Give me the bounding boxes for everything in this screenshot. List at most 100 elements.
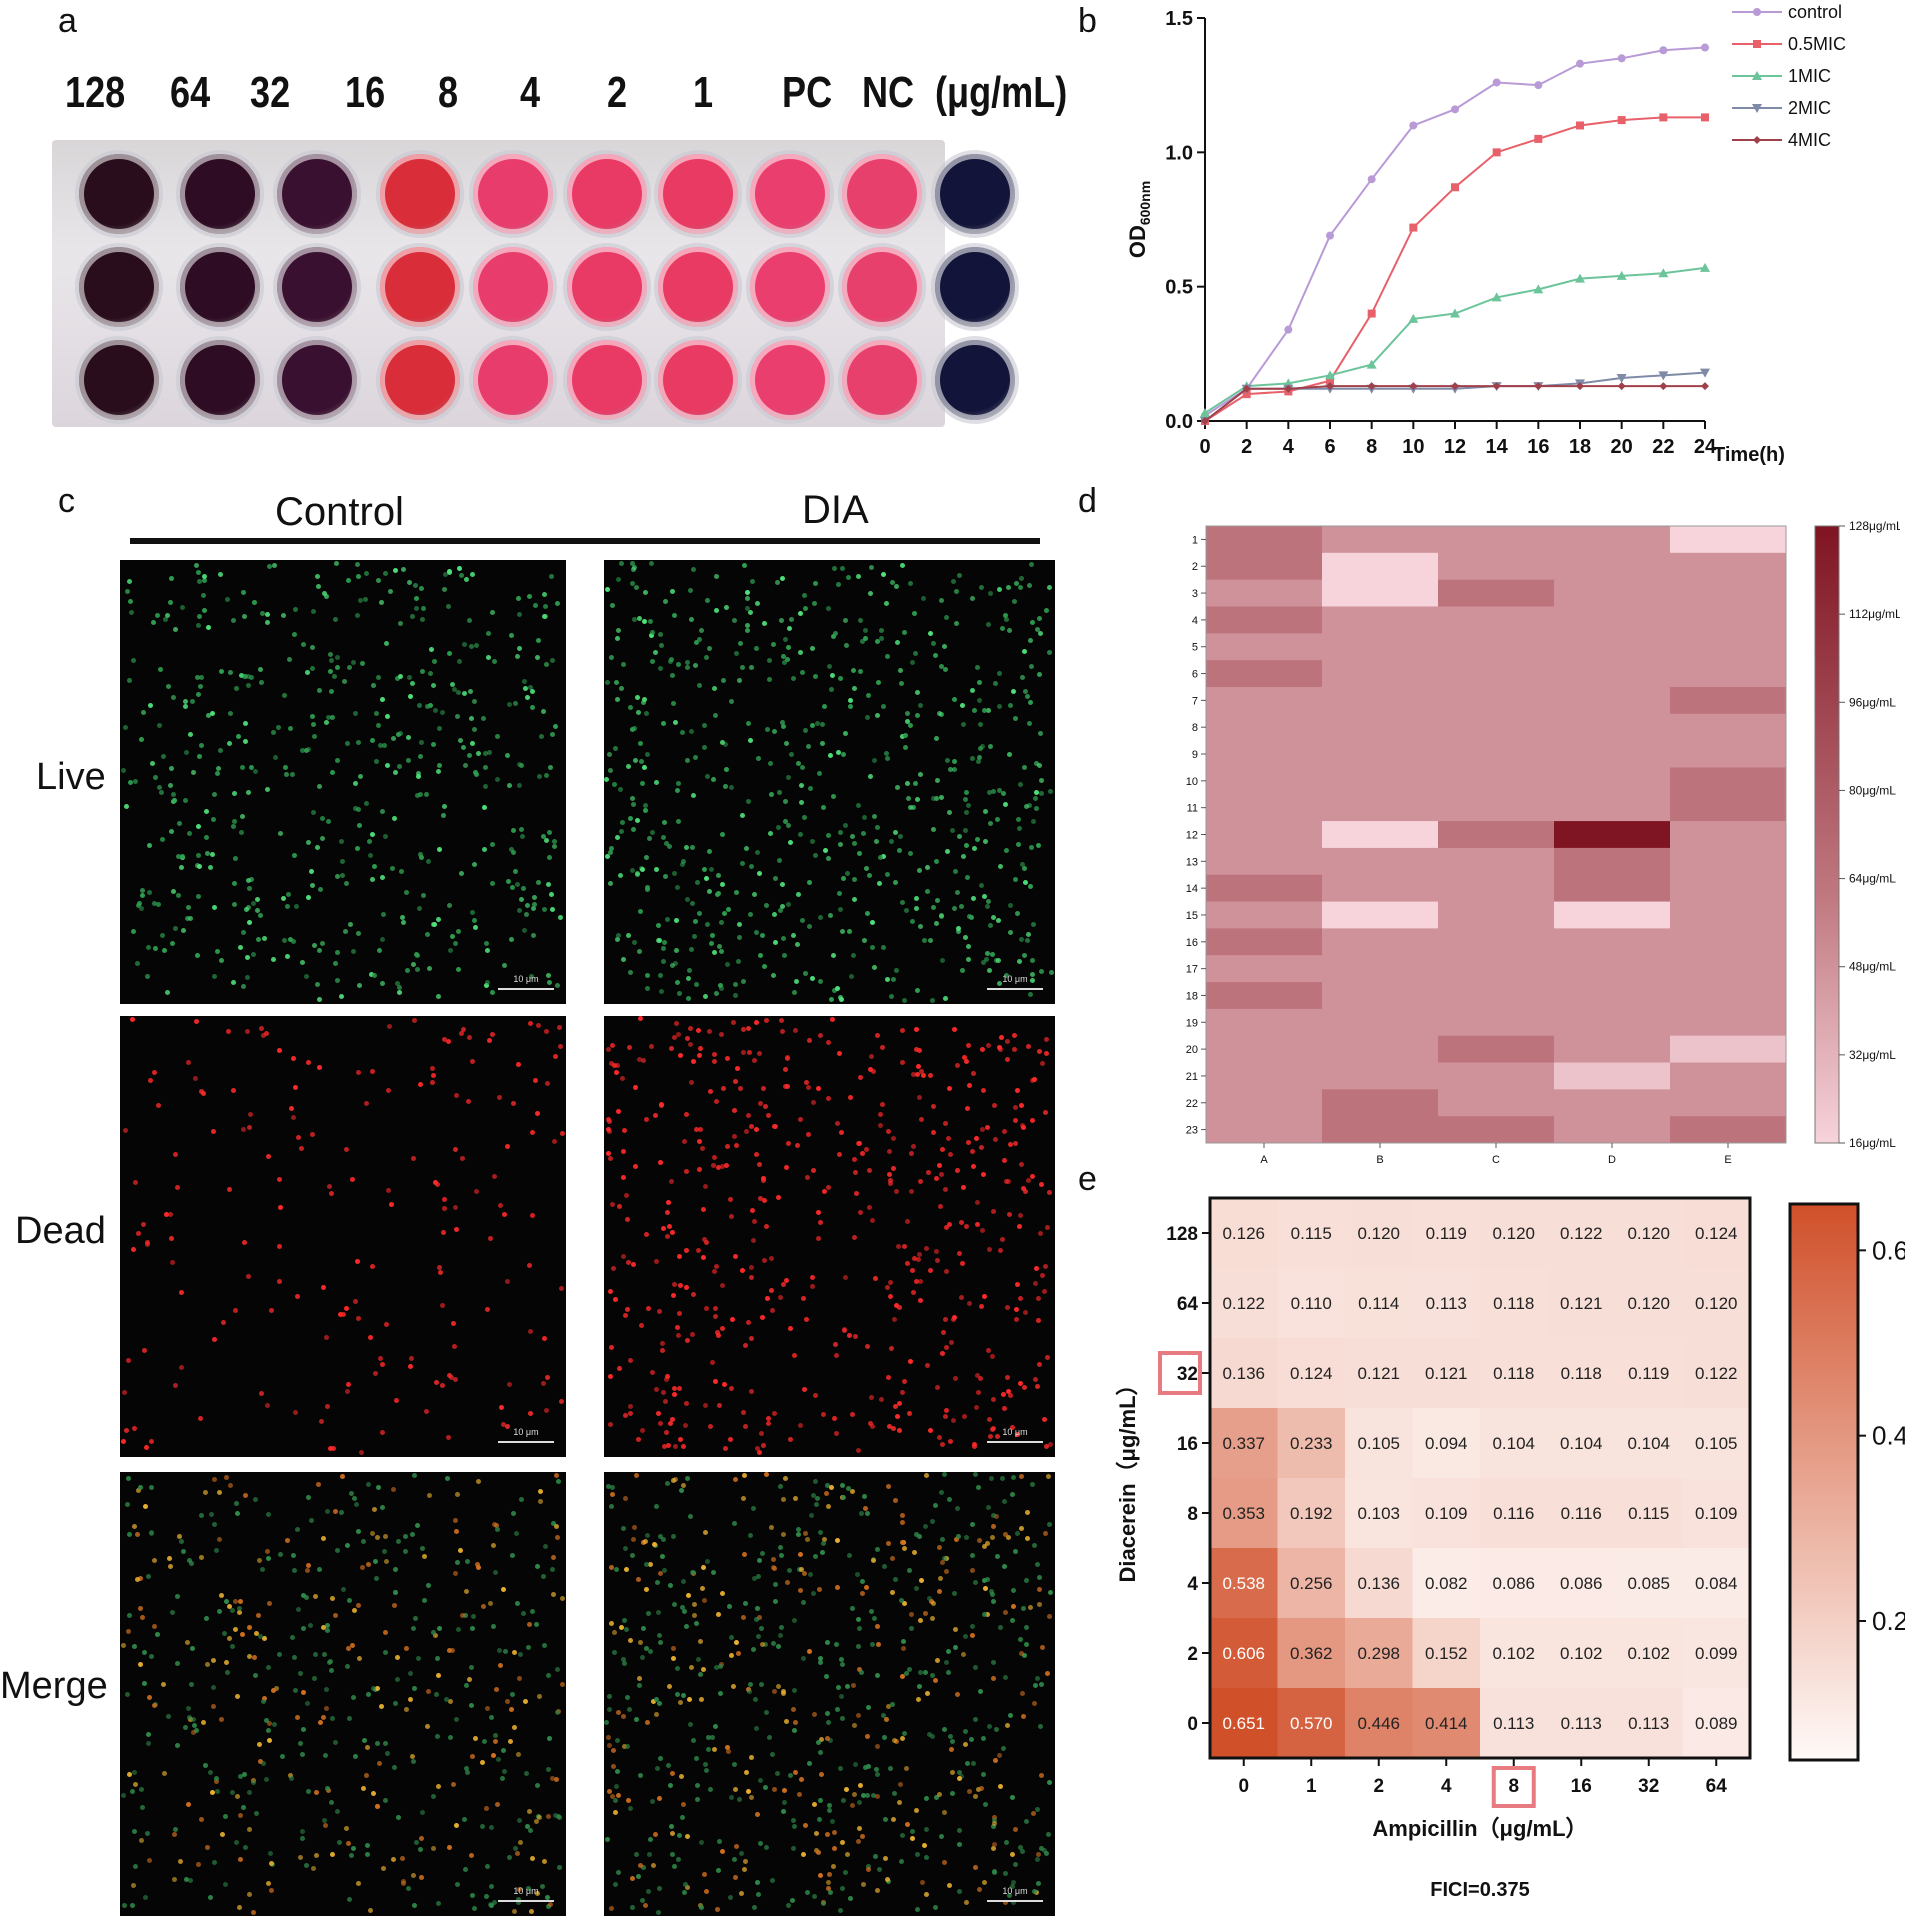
heatmap-cell bbox=[1615, 1198, 1683, 1269]
cell-dot bbox=[771, 972, 777, 978]
cell-value: 0.113 bbox=[1493, 1714, 1534, 1733]
cell-dot bbox=[559, 1131, 565, 1137]
cell-dot bbox=[222, 1813, 228, 1819]
cell-dot bbox=[534, 1819, 540, 1825]
heatmap-cell bbox=[1438, 982, 1555, 1010]
cell-dot bbox=[414, 966, 420, 972]
cell-dot bbox=[868, 1608, 874, 1614]
colorbar-tick-label: 48μg/mL bbox=[1849, 960, 1896, 974]
cell-dot bbox=[371, 682, 377, 688]
heatmap-cell bbox=[1277, 1408, 1346, 1479]
cell-dot bbox=[490, 1623, 496, 1629]
cell-dot bbox=[622, 1495, 628, 1501]
cell-dot bbox=[874, 1887, 880, 1893]
cell-dot bbox=[874, 638, 880, 644]
cell-dot bbox=[835, 1585, 841, 1591]
cell-dot bbox=[753, 1725, 759, 1731]
cell-dot bbox=[1036, 1880, 1042, 1886]
cell-dot bbox=[948, 767, 954, 773]
cell-dot bbox=[811, 1100, 817, 1106]
cell-dot bbox=[235, 1511, 241, 1517]
cell-dot bbox=[884, 1877, 890, 1883]
cell-dot bbox=[949, 827, 955, 833]
cell-dot bbox=[990, 1591, 996, 1597]
cell-dot bbox=[510, 1552, 516, 1558]
cell-dot bbox=[902, 1730, 908, 1736]
cell-dot bbox=[550, 1776, 556, 1782]
cell-dot bbox=[877, 1111, 883, 1117]
cell-dot bbox=[277, 1652, 283, 1658]
y-tick-label: 0.5 bbox=[1165, 277, 1193, 299]
cell-dot bbox=[912, 651, 918, 657]
cell-dot bbox=[323, 1687, 329, 1693]
cell-dot bbox=[557, 1815, 563, 1821]
cell-dot bbox=[796, 1792, 802, 1798]
heatmap-cell bbox=[1345, 1338, 1413, 1409]
cell-dot bbox=[219, 669, 225, 675]
y-axis-label: OD600nm bbox=[1125, 181, 1153, 258]
cell-dot bbox=[893, 830, 899, 836]
cell-dot bbox=[714, 1664, 720, 1670]
cell-dot bbox=[922, 1611, 928, 1617]
cell-dot bbox=[311, 1675, 317, 1681]
cell-dot bbox=[810, 723, 816, 729]
cell-dot bbox=[783, 1278, 789, 1284]
cell-dot bbox=[783, 1084, 789, 1090]
cell-dot bbox=[414, 793, 420, 799]
cell-dot bbox=[483, 1805, 489, 1811]
cell-value: 0.606 bbox=[1222, 1644, 1265, 1663]
cell-dot bbox=[469, 644, 475, 650]
cell-dot bbox=[396, 1815, 402, 1821]
cell-dot bbox=[525, 1644, 531, 1650]
cell-dot bbox=[719, 949, 725, 955]
cell-dot bbox=[735, 1066, 741, 1072]
cell-dot bbox=[198, 1816, 204, 1822]
cell-dot bbox=[803, 971, 809, 977]
cell-dot bbox=[187, 1714, 193, 1720]
cell-dot bbox=[719, 1849, 725, 1855]
cell-dot bbox=[680, 1692, 686, 1698]
cell-dot bbox=[953, 1627, 959, 1633]
column-label: 8 bbox=[1508, 1776, 1519, 1797]
cell-dot bbox=[178, 865, 184, 871]
cell-dot bbox=[1006, 751, 1012, 757]
cell-dot bbox=[979, 1227, 985, 1233]
row-label: 14 bbox=[1186, 883, 1198, 895]
cell-dot bbox=[234, 1500, 240, 1506]
cell-dot bbox=[712, 1154, 718, 1160]
cell-dot bbox=[1034, 789, 1040, 795]
cell-dot bbox=[899, 1736, 905, 1741]
cell-dot bbox=[932, 1678, 938, 1684]
cell-dot bbox=[780, 881, 786, 887]
cell-dot bbox=[352, 1607, 358, 1613]
cell-dot bbox=[666, 1224, 672, 1230]
cell-dot bbox=[1035, 627, 1041, 633]
cell-dot bbox=[894, 584, 900, 590]
cell-dot bbox=[526, 1622, 532, 1628]
cell-dot bbox=[801, 1851, 807, 1857]
cell-dot bbox=[241, 1127, 247, 1133]
cell-dot bbox=[335, 949, 341, 955]
cell-dot bbox=[474, 772, 480, 778]
y-tick-label: 1.0 bbox=[1165, 142, 1193, 164]
cell-dot bbox=[472, 698, 478, 704]
cell-dot bbox=[186, 904, 191, 910]
cell-dot bbox=[494, 1686, 500, 1692]
cell-dot bbox=[664, 1233, 670, 1239]
cell-dot bbox=[381, 1549, 387, 1555]
cell-dot bbox=[504, 1698, 510, 1704]
heatmap-cell bbox=[1438, 1089, 1555, 1117]
cell-dot bbox=[793, 1719, 799, 1725]
cell-dot bbox=[684, 660, 690, 666]
cell-dot bbox=[834, 1706, 840, 1712]
cell-dot bbox=[961, 1652, 967, 1658]
cell-dot bbox=[651, 1699, 657, 1705]
cell-dot bbox=[979, 1046, 985, 1052]
cell-dot bbox=[685, 1337, 691, 1343]
cell-dot bbox=[942, 666, 948, 672]
cell-dot bbox=[863, 1147, 869, 1153]
cell-dot bbox=[787, 1772, 793, 1778]
cell-dot bbox=[468, 689, 474, 695]
cell-value: 0.298 bbox=[1357, 1644, 1400, 1663]
cell-dot bbox=[720, 881, 726, 887]
